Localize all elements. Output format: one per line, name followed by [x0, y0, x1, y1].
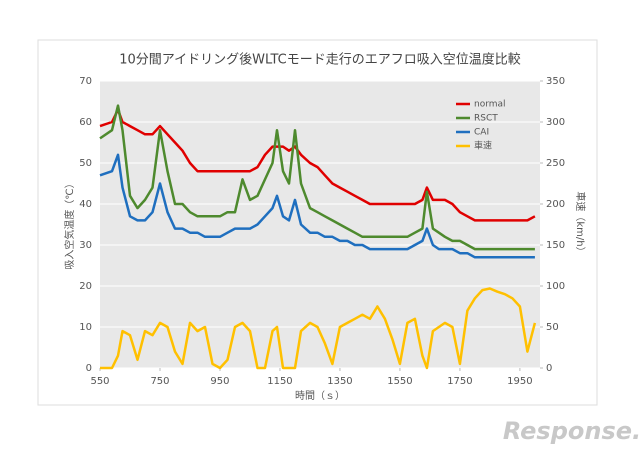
y2-tick-label: 50 [546, 322, 559, 333]
y2-tick-label: 250 [546, 158, 565, 169]
x-tick-label: 1550 [387, 376, 412, 387]
y2-axis-label: 車速（km/h） [574, 191, 587, 256]
series-line [99, 153, 535, 259]
y-tick-label: 60 [79, 117, 92, 128]
y-tick-label: 50 [79, 158, 92, 169]
x-tick-label: 1150 [267, 376, 292, 387]
y-tick-label: 0 [86, 363, 92, 374]
series-line [100, 287, 537, 370]
y-tick-label: 70 [79, 76, 92, 87]
series-line [99, 108, 536, 222]
watermark: Response. [503, 417, 640, 445]
y-axis-label: 吸入空気温度（℃） [63, 178, 76, 269]
x-tick-label: 1350 [327, 376, 352, 387]
y2-tick-label: 350 [546, 76, 565, 87]
x-axis-label: 時間（ｓ） [295, 390, 345, 402]
y-tick-label: 20 [79, 281, 92, 292]
y-tick-label: 10 [79, 322, 92, 333]
x-tick-label: 550 [90, 376, 109, 387]
legend-label: normal [474, 100, 506, 110]
y-tick-label: 40 [79, 199, 92, 210]
legend-label: 車速 [474, 140, 492, 152]
legend-label: RSCT [474, 114, 498, 124]
x-tick-label: 750 [150, 376, 169, 387]
series-line [99, 104, 535, 251]
chart-title: 10分間アイドリング後WLTCモード走行のエアフロ吸入空位温度比較 [119, 52, 520, 68]
y2-tick-label: 0 [546, 363, 552, 374]
y2-tick-label: 300 [546, 117, 565, 128]
y2-tick-label: 200 [546, 199, 565, 210]
y2-tick-label: 150 [546, 240, 565, 251]
y2-tick-label: 100 [546, 281, 565, 292]
y-tick-label: 30 [79, 240, 92, 251]
x-tick-label: 1950 [507, 376, 532, 387]
x-tick-label: 1750 [447, 376, 472, 387]
legend-label: CAI [474, 128, 489, 138]
x-tick-label: 950 [210, 376, 229, 387]
